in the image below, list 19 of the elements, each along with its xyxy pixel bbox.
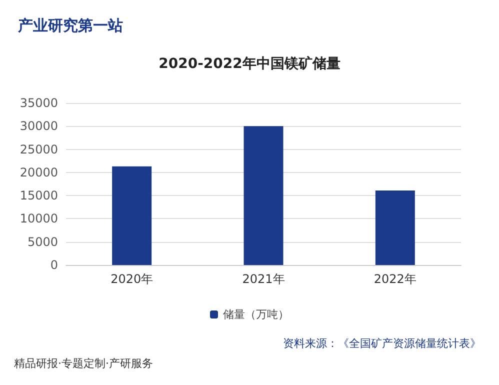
y-tick-label: 15000 [20, 188, 58, 203]
x-tick-label: 2020年 [110, 272, 154, 286]
x-tick-label: 2021年 [242, 272, 285, 286]
text: 资料来源：《全国矿产资源储量统计表》 [283, 337, 481, 350]
text: 精品研报·专题定制·产研服务 [14, 357, 153, 370]
y-tick-label: 25000 [20, 142, 58, 156]
y-tick-label: 10000 [20, 212, 58, 226]
y-tick-label: 0 [50, 258, 58, 272]
y-tick-label: 5000 [27, 234, 58, 249]
bar [244, 126, 284, 265]
bar [112, 166, 152, 265]
bar [375, 190, 415, 265]
y-tick-label: 20000 [20, 165, 58, 180]
y-tick-label: 30000 [20, 119, 58, 134]
text: 产业研究第一站 [17, 16, 123, 34]
x-tick-label: 2022年 [374, 272, 416, 286]
y-tick-label: 35000 [20, 96, 58, 110]
chart-title: 2020-2022年中国镁矿储量 [158, 55, 340, 72]
legend-label: 储量（万吨） [223, 308, 289, 321]
